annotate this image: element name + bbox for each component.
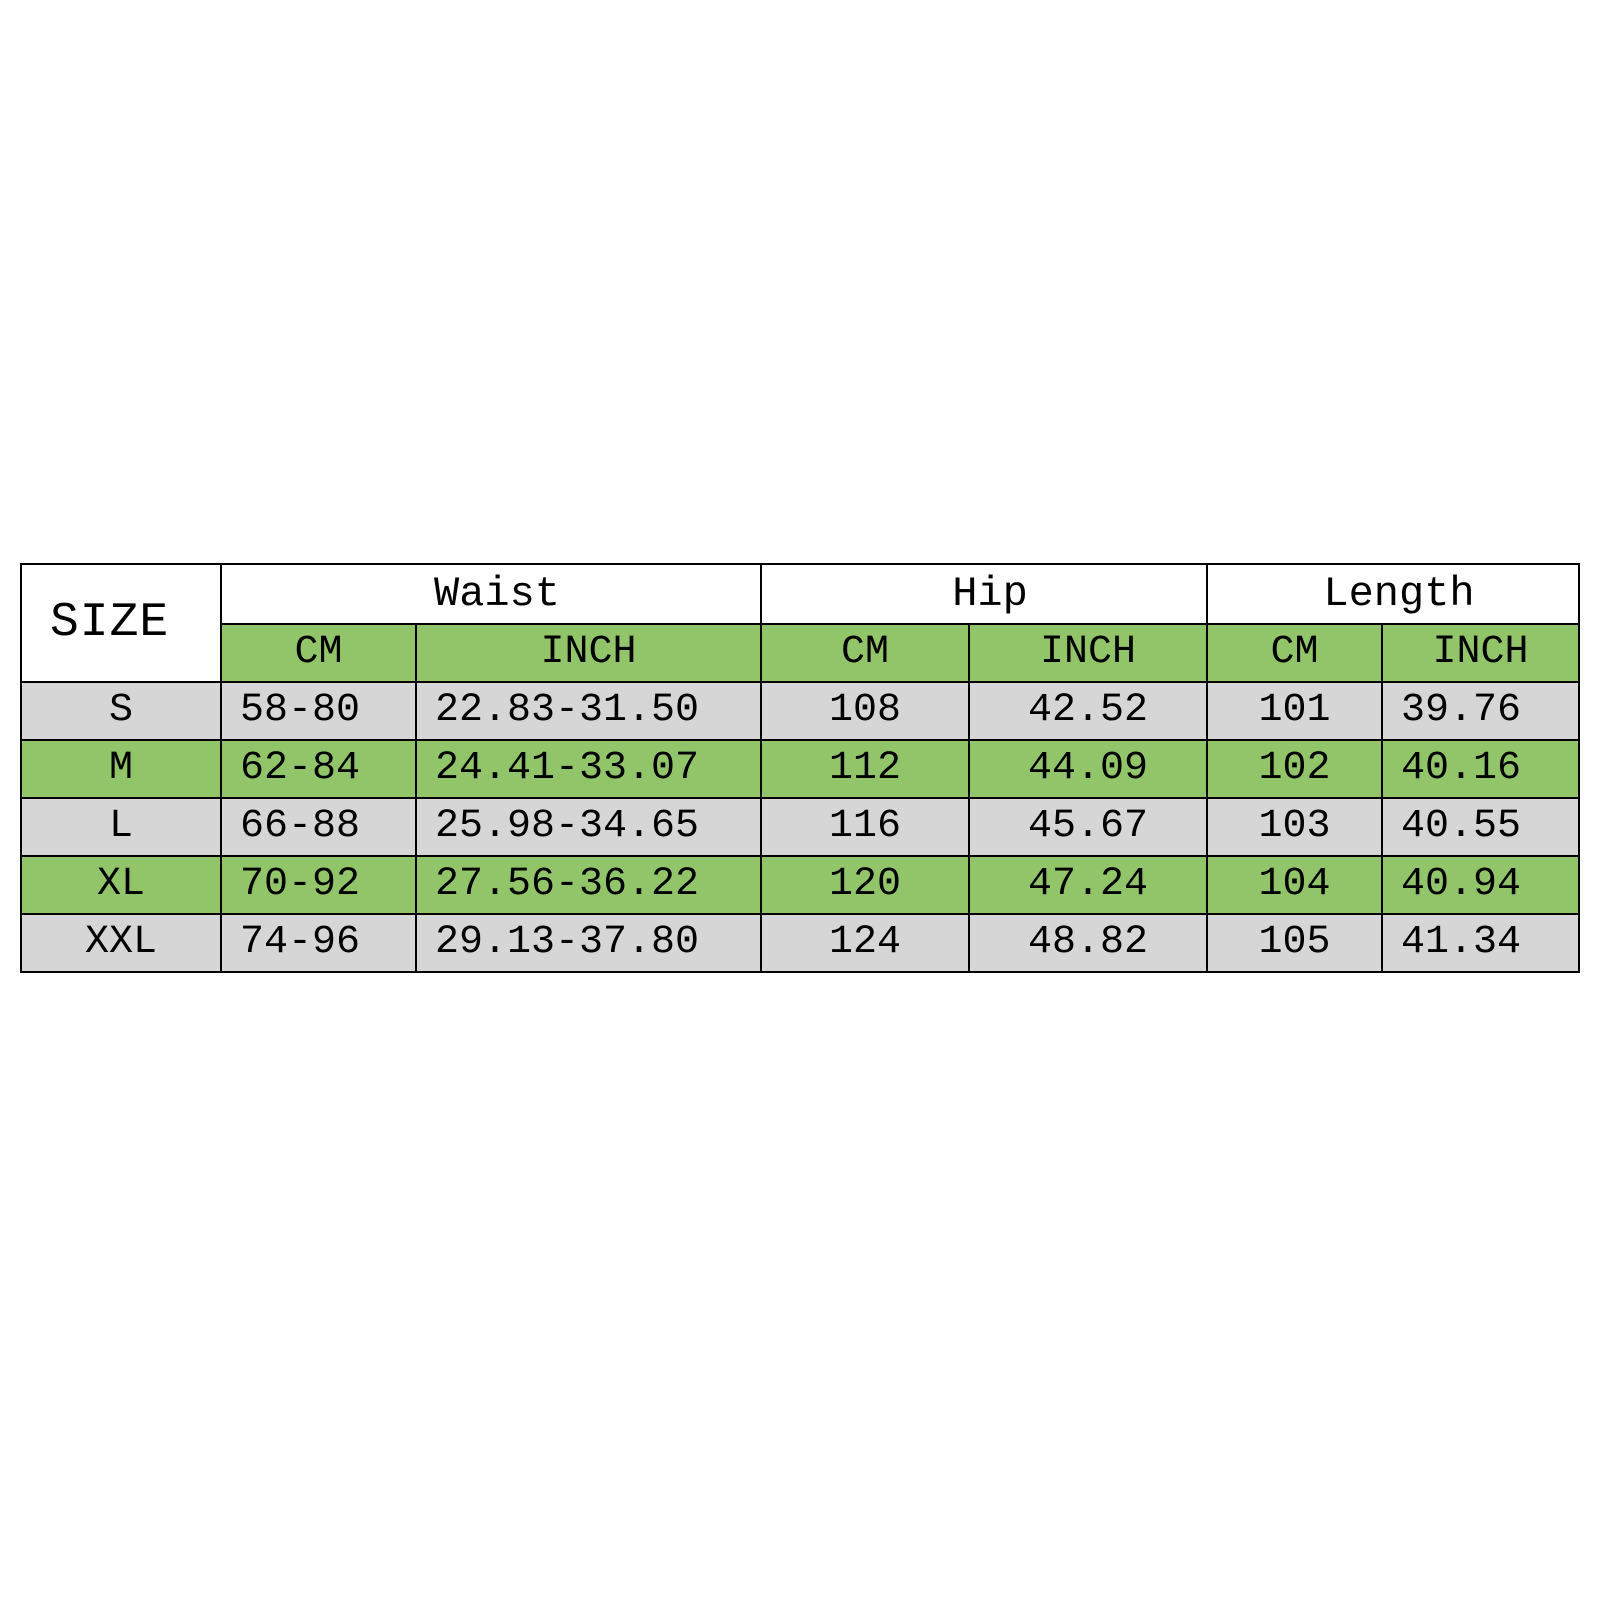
cell-waist-inch: 25.98-34.65 <box>416 798 761 856</box>
cell-length-cm: 105 <box>1207 914 1382 972</box>
table-row: XXL 74-96 29.13-37.80 124 48.82 105 41.3… <box>21 914 1579 972</box>
cell-hip-cm: 124 <box>761 914 969 972</box>
cell-hip-cm: 120 <box>761 856 969 914</box>
size-chart-container: SIZE Waist Hip Length CM INCH CM INCH CM… <box>20 563 1578 973</box>
cell-hip-inch: 47.24 <box>969 856 1207 914</box>
cell-hip-inch: 44.09 <box>969 740 1207 798</box>
unit-hip-inch: INCH <box>969 624 1207 682</box>
header-row-2: CM INCH CM INCH CM INCH <box>21 624 1579 682</box>
unit-length-inch: INCH <box>1382 624 1579 682</box>
header-row-1: SIZE Waist Hip Length <box>21 564 1579 624</box>
cell-hip-cm: 112 <box>761 740 969 798</box>
table-row: S 58-80 22.83-31.50 108 42.52 101 39.76 <box>21 682 1579 740</box>
unit-length-cm: CM <box>1207 624 1382 682</box>
cell-length-cm: 103 <box>1207 798 1382 856</box>
header-length: Length <box>1207 564 1579 624</box>
cell-length-inch: 40.16 <box>1382 740 1579 798</box>
size-chart-table: SIZE Waist Hip Length CM INCH CM INCH CM… <box>20 563 1580 973</box>
cell-length-cm: 104 <box>1207 856 1382 914</box>
cell-size: S <box>21 682 221 740</box>
cell-waist-cm: 62-84 <box>221 740 416 798</box>
cell-size: XXL <box>21 914 221 972</box>
table-row: L 66-88 25.98-34.65 116 45.67 103 40.55 <box>21 798 1579 856</box>
header-waist: Waist <box>221 564 761 624</box>
cell-waist-inch: 27.56-36.22 <box>416 856 761 914</box>
unit-waist-cm: CM <box>221 624 416 682</box>
table-row: XL 70-92 27.56-36.22 120 47.24 104 40.94 <box>21 856 1579 914</box>
cell-length-inch: 40.94 <box>1382 856 1579 914</box>
cell-size: M <box>21 740 221 798</box>
cell-size: XL <box>21 856 221 914</box>
cell-length-cm: 102 <box>1207 740 1382 798</box>
cell-length-inch: 39.76 <box>1382 682 1579 740</box>
cell-hip-inch: 42.52 <box>969 682 1207 740</box>
cell-length-cm: 101 <box>1207 682 1382 740</box>
cell-waist-cm: 70-92 <box>221 856 416 914</box>
cell-hip-inch: 45.67 <box>969 798 1207 856</box>
cell-hip-inch: 48.82 <box>969 914 1207 972</box>
cell-hip-cm: 108 <box>761 682 969 740</box>
cell-waist-inch: 24.41-33.07 <box>416 740 761 798</box>
cell-waist-inch: 29.13-37.80 <box>416 914 761 972</box>
unit-waist-inch: INCH <box>416 624 761 682</box>
cell-waist-cm: 66-88 <box>221 798 416 856</box>
table-row: M 62-84 24.41-33.07 112 44.09 102 40.16 <box>21 740 1579 798</box>
cell-length-inch: 41.34 <box>1382 914 1579 972</box>
cell-length-inch: 40.55 <box>1382 798 1579 856</box>
header-hip: Hip <box>761 564 1207 624</box>
cell-waist-inch: 22.83-31.50 <box>416 682 761 740</box>
unit-hip-cm: CM <box>761 624 969 682</box>
cell-waist-cm: 58-80 <box>221 682 416 740</box>
cell-waist-cm: 74-96 <box>221 914 416 972</box>
cell-hip-cm: 116 <box>761 798 969 856</box>
header-size: SIZE <box>21 564 221 682</box>
cell-size: L <box>21 798 221 856</box>
